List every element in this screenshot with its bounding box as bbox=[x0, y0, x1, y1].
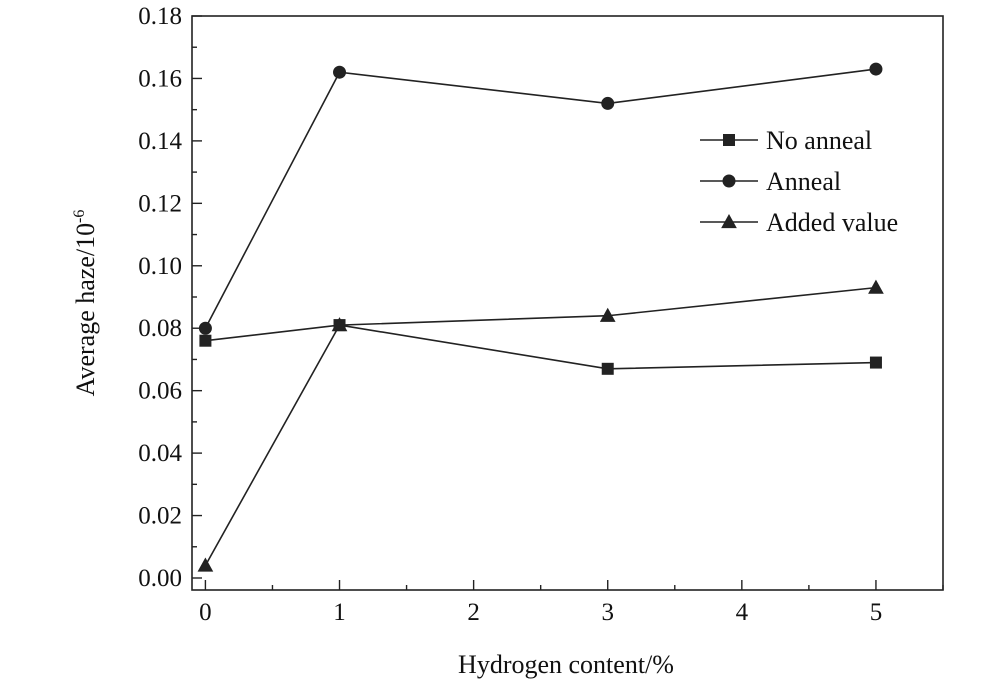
series-anneal bbox=[198, 62, 883, 335]
legend-label: Anneal bbox=[766, 167, 841, 196]
data-point-anneal bbox=[333, 65, 347, 79]
series-line-added-value bbox=[204, 286, 877, 566]
y-tick-label: 0.02 bbox=[138, 503, 182, 530]
data-point-added-value bbox=[197, 557, 214, 572]
y-tick-label: 0.04 bbox=[138, 440, 182, 467]
legend-item-anneal: Anneal bbox=[700, 167, 841, 196]
series-line-anneal bbox=[204, 68, 877, 329]
data-point-no-anneal bbox=[869, 356, 882, 369]
y-axis-title-exponent: -6 bbox=[71, 210, 88, 223]
y-tick-label: 0.16 bbox=[138, 65, 182, 92]
x-tick-label: 0 bbox=[199, 599, 212, 626]
x-tick-label: 1 bbox=[333, 599, 346, 626]
data-point-no-anneal bbox=[601, 362, 614, 375]
series-added-value bbox=[197, 279, 884, 572]
y-tick-label: 0.06 bbox=[138, 378, 182, 405]
y-tick-label: 0.18 bbox=[138, 3, 182, 30]
data-point-added-value bbox=[868, 279, 884, 294]
x-tick-label: 2 bbox=[467, 599, 480, 626]
legend-label: Added value bbox=[766, 208, 898, 237]
legend-item-no-anneal: No anneal bbox=[700, 126, 872, 155]
x-tick-label: 4 bbox=[736, 599, 749, 626]
series-no-anneal bbox=[199, 319, 882, 375]
x-tick-label: 5 bbox=[870, 599, 883, 626]
y-tick-label: 0.10 bbox=[138, 253, 182, 280]
legend-item-added-value: Added value bbox=[700, 208, 898, 237]
legend-marker bbox=[723, 134, 735, 146]
y-tick-label: 0.14 bbox=[138, 128, 182, 155]
data-point-no-anneal bbox=[199, 334, 212, 347]
plot-frame bbox=[191, 15, 944, 591]
y-tick-label: 0.12 bbox=[138, 190, 182, 217]
series-layer bbox=[197, 62, 884, 572]
y-axis-title-main: Average haze/10 bbox=[71, 223, 100, 396]
x-axis: 0 1 2 3 4 5 bbox=[199, 580, 944, 626]
x-axis-title: Hydrogen content/% bbox=[458, 650, 674, 679]
data-point-anneal bbox=[198, 321, 212, 335]
legend: No anneal Anneal Added value bbox=[700, 126, 898, 237]
data-point-anneal bbox=[869, 62, 883, 76]
y-tick-label: 0.08 bbox=[138, 315, 182, 342]
data-point-anneal bbox=[601, 96, 615, 110]
x-tick-label: 3 bbox=[601, 599, 614, 626]
legend-marker bbox=[722, 174, 736, 188]
y-tick-label: 0.00 bbox=[138, 565, 182, 592]
data-point-added-value bbox=[599, 307, 616, 322]
data-point-added-value bbox=[331, 317, 348, 332]
series-line-no-anneal bbox=[205, 324, 876, 370]
legend-marker bbox=[721, 213, 737, 229]
legend-label: No anneal bbox=[766, 126, 872, 155]
y-axis-title: Average haze/10-6 bbox=[71, 210, 100, 397]
y-axis: 0.00 0.02 0.04 0.06 0.08 0.10 0.12 0.14 0.16 0.18 bbox=[138, 3, 202, 592]
